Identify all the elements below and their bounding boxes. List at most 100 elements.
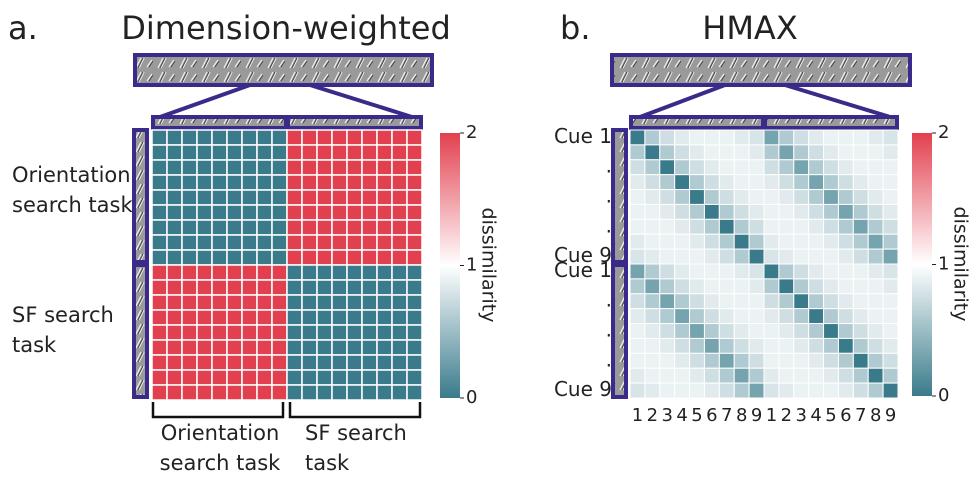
heatmap-cell — [853, 383, 868, 398]
heatmap-cell — [749, 204, 764, 219]
heatmap-cell — [794, 279, 809, 294]
heatmap-cell — [779, 145, 794, 160]
heatmap-cell — [779, 190, 794, 205]
x-tick-label: 7 — [855, 405, 866, 426]
x-tick-label: 1 — [766, 405, 777, 426]
x-tick-label: 3 — [661, 405, 672, 426]
column-label: Orientation search task — [150, 418, 290, 478]
heatmap-cell — [824, 249, 839, 264]
heatmap-cell — [883, 175, 898, 190]
colorbar-tick-label: 1 — [466, 255, 477, 276]
heatmap-cell — [704, 160, 719, 175]
heatmap-cell — [675, 383, 690, 398]
heatmap-cell — [317, 175, 332, 190]
heatmap-cell — [645, 190, 660, 205]
heatmap-cell — [332, 280, 347, 295]
heatmap-cell — [645, 130, 660, 145]
heatmap-cell — [853, 204, 868, 219]
heatmap-cell — [332, 310, 347, 325]
heatmap-cell — [824, 324, 839, 339]
heatmap-cell — [167, 295, 182, 310]
heatmap-cell — [302, 235, 317, 250]
heatmap-cell — [794, 234, 809, 249]
heatmap-cell — [302, 220, 317, 235]
heatmap-cell — [242, 340, 257, 355]
x-tick-label: 9 — [885, 405, 896, 426]
heatmap-cell — [838, 368, 853, 383]
heatmap-cell — [152, 340, 167, 355]
heatmap-cell — [779, 249, 794, 264]
heatmap-cell — [392, 370, 407, 385]
heatmap-cell — [257, 190, 272, 205]
heatmap-cell — [392, 295, 407, 310]
heatmap-cell — [853, 175, 868, 190]
heatmap-cell — [272, 235, 287, 250]
heatmap-cell — [272, 220, 287, 235]
heatmap-cell — [377, 220, 392, 235]
heatmap-cell — [287, 130, 302, 145]
heatmap-cell — [838, 309, 853, 324]
heatmap-cell — [407, 235, 422, 250]
heatmap-cell — [749, 353, 764, 368]
colorbar-label: dissimilarity — [478, 208, 500, 323]
heatmap-cell — [719, 338, 734, 353]
heatmap-cell — [883, 160, 898, 175]
heatmap-cell — [853, 145, 868, 160]
heatmap-cell — [660, 324, 675, 339]
heatmap-cell — [734, 219, 749, 234]
heatmap-cell — [407, 160, 422, 175]
heatmap-cell — [630, 145, 645, 160]
heatmap-cell — [764, 279, 779, 294]
heatmap-cell — [182, 310, 197, 325]
heatmap-cell — [212, 145, 227, 160]
heatmap-cell — [167, 385, 182, 400]
heatmap-cell — [868, 249, 883, 264]
heatmap-cell — [660, 279, 675, 294]
heatmap-cell — [212, 160, 227, 175]
heatmap-cell — [690, 353, 705, 368]
heatmap-cell — [242, 145, 257, 160]
heatmap-cell — [838, 219, 853, 234]
heatmap-cell — [197, 205, 212, 220]
heatmap-cell — [883, 130, 898, 145]
heatmap-cell — [362, 175, 377, 190]
x-tick-label: 6 — [840, 405, 851, 426]
heatmap-cell — [347, 175, 362, 190]
heatmap-cell — [272, 265, 287, 280]
heatmap-cell — [883, 309, 898, 324]
heatmap-cell — [704, 234, 719, 249]
heatmap-cell — [794, 368, 809, 383]
heatmap-cell — [809, 160, 824, 175]
heatmap-cell — [690, 219, 705, 234]
heatmap-cell — [660, 353, 675, 368]
heatmap-cell — [182, 175, 197, 190]
heatmap-cell — [287, 250, 302, 265]
heatmap-cell — [302, 250, 317, 265]
heatmap-cell — [853, 249, 868, 264]
heatmap-cell — [630, 130, 645, 145]
heatmap-cell — [212, 370, 227, 385]
y-tick-label: . — [606, 154, 612, 178]
heatmap-cell — [704, 219, 719, 234]
heatmap-cell — [407, 310, 422, 325]
heatmap-cell — [675, 219, 690, 234]
heatmap-cell — [630, 338, 645, 353]
heatmap-cell — [152, 370, 167, 385]
y-tick-label: Cue 1 — [554, 124, 612, 148]
heatmap-cell — [377, 250, 392, 265]
heatmap-cell — [257, 325, 272, 340]
y-tick-label: Cue 9 — [554, 377, 612, 401]
heatmap-cell — [377, 340, 392, 355]
heatmap-cell — [809, 204, 824, 219]
heatmap-cell — [794, 264, 809, 279]
heatmap-cell — [317, 265, 332, 280]
heatmap-cell — [645, 338, 660, 353]
heatmap-cell — [257, 235, 272, 250]
heatmap-cell — [868, 160, 883, 175]
heatmap-cell — [167, 325, 182, 340]
heatmap-cell — [868, 175, 883, 190]
heatmap-cell — [362, 340, 377, 355]
row-label: SF search task — [12, 300, 147, 360]
heatmap-cell — [690, 383, 705, 398]
heatmap-cell — [868, 264, 883, 279]
